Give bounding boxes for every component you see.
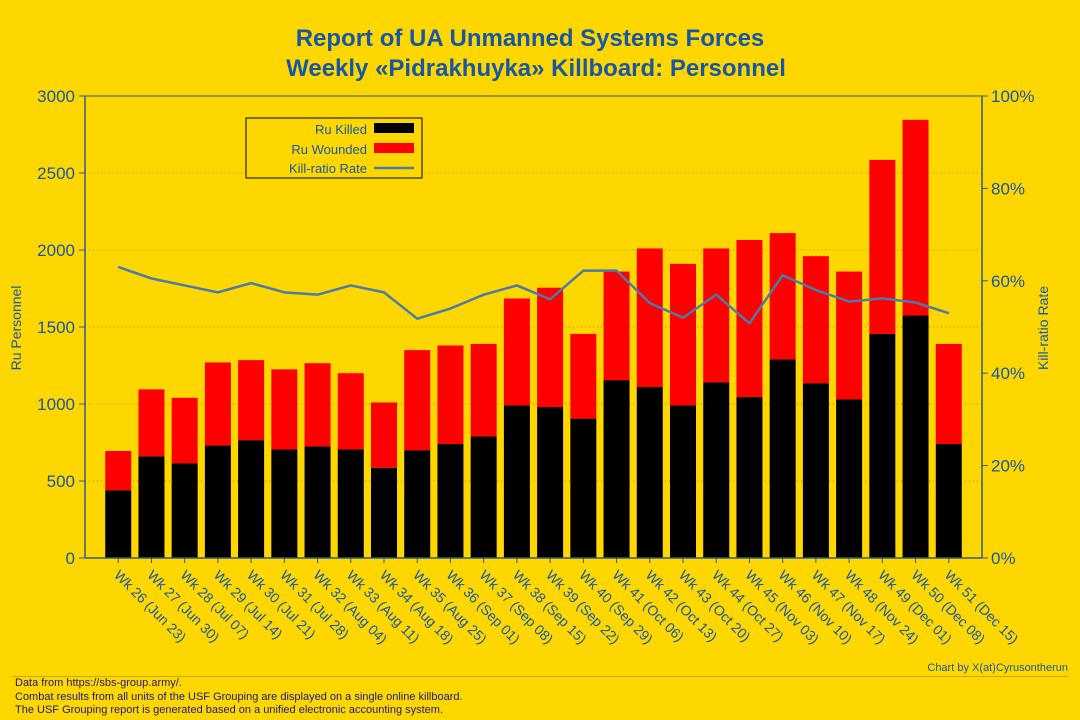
chart-title-line1: Report of UA Unmanned Systems Forces — [296, 25, 765, 52]
legend-swatch-wounded — [374, 143, 414, 153]
legend: Ru Killed Ru Wounded Kill-ratio Rate — [245, 117, 423, 179]
y2-tick-label: 0% — [991, 549, 1016, 568]
bar-killed — [537, 407, 564, 558]
bar-wounded — [404, 350, 431, 451]
bar-wounded — [570, 333, 597, 419]
bar-killed — [371, 467, 397, 558]
y-tick-label: 0 — [66, 549, 75, 568]
y2-tick-label: 80% — [991, 179, 1025, 198]
y2-tick-label: 100% — [991, 87, 1034, 106]
bar-killed — [636, 387, 663, 558]
bar-killed — [105, 490, 132, 558]
footer-divider — [12, 676, 1068, 677]
bar-killed — [503, 405, 530, 558]
bar-killed — [902, 315, 929, 558]
bar-killed — [337, 449, 364, 558]
chart-title-line2: Weekly «Pidrakhuyka» Killboard: Personne… — [286, 55, 786, 82]
y2-axis-label: Kill-ratio Rate — [1035, 286, 1051, 370]
bar-killed — [470, 436, 497, 558]
bar-killed — [836, 399, 863, 558]
bar-wounded — [470, 343, 497, 437]
bar-killed — [238, 440, 265, 558]
legend-label-ratio: Kill-ratio Rate — [289, 161, 367, 176]
bar-wounded — [371, 402, 397, 468]
y-tick-label: 1500 — [37, 318, 75, 337]
bar-wounded — [437, 345, 464, 445]
bar-killed — [404, 450, 431, 558]
kill-ratio-line-layer — [117, 265, 950, 325]
bars — [105, 119, 962, 558]
bar-wounded — [703, 248, 730, 383]
bar-killed — [703, 382, 730, 558]
bar-wounded — [736, 239, 763, 398]
bar-wounded — [503, 298, 530, 406]
bar-wounded — [138, 389, 165, 457]
bar-killed — [304, 446, 331, 558]
bar-wounded — [271, 369, 298, 450]
bar-wounded — [537, 287, 564, 408]
bar-wounded — [603, 271, 630, 381]
bar-wounded — [802, 256, 829, 384]
bar-killed — [802, 383, 829, 558]
y2-tick-label: 60% — [991, 272, 1025, 291]
bar-wounded — [769, 233, 796, 360]
bar-killed — [271, 449, 298, 558]
footer-notes: Data from https://sbs-group.army/. Comba… — [15, 677, 463, 718]
bar-killed — [603, 380, 630, 558]
y-axis-label: Ru Personnel — [8, 286, 24, 371]
bar-killed — [670, 405, 696, 558]
footer-line-3: The USF Grouping report is generated bas… — [15, 704, 444, 716]
bar-wounded — [869, 159, 896, 334]
bar-wounded — [204, 362, 231, 446]
bar-killed — [204, 445, 231, 558]
bar-wounded — [238, 360, 265, 441]
y-tick-label: 500 — [47, 472, 75, 491]
bar-wounded — [902, 119, 929, 316]
y2-tick-label: 40% — [991, 364, 1025, 383]
legend-label-wounded: Ru Wounded — [291, 142, 367, 157]
kill-ratio-line — [117, 265, 950, 325]
chart-credit: Chart by X(at)Cyrusontherun — [927, 662, 1068, 674]
legend-label-killed: Ru Killed — [315, 122, 367, 137]
axes — [79, 95, 988, 563]
bar-wounded — [935, 343, 962, 445]
bar-killed — [769, 359, 796, 558]
bar-wounded — [105, 450, 132, 491]
bar-wounded — [304, 363, 331, 447]
footer-line-1: Data from https://sbs-group.army/. — [15, 677, 182, 689]
legend-swatch-killed — [374, 123, 414, 133]
bar-killed — [869, 333, 896, 558]
footer-line-2: Combat results from all units of the USF… — [15, 690, 463, 703]
y-tick-label: 2500 — [37, 164, 75, 183]
y-tick-label: 3000 — [37, 87, 75, 106]
y-tick-label: 1000 — [37, 395, 75, 414]
bar-wounded — [171, 397, 198, 464]
bar-wounded — [836, 271, 863, 400]
bar-wounded — [670, 263, 696, 406]
bar-killed — [570, 418, 597, 558]
bar-killed — [736, 397, 763, 558]
y2-tick-label: 20% — [991, 457, 1025, 476]
bar-killed — [138, 456, 165, 558]
bar-killed — [935, 444, 962, 558]
y-tick-label: 2000 — [37, 241, 75, 260]
bar-killed — [437, 444, 464, 558]
bar-wounded — [337, 373, 364, 450]
bar-wounded — [636, 248, 663, 388]
bar-killed — [171, 463, 198, 558]
